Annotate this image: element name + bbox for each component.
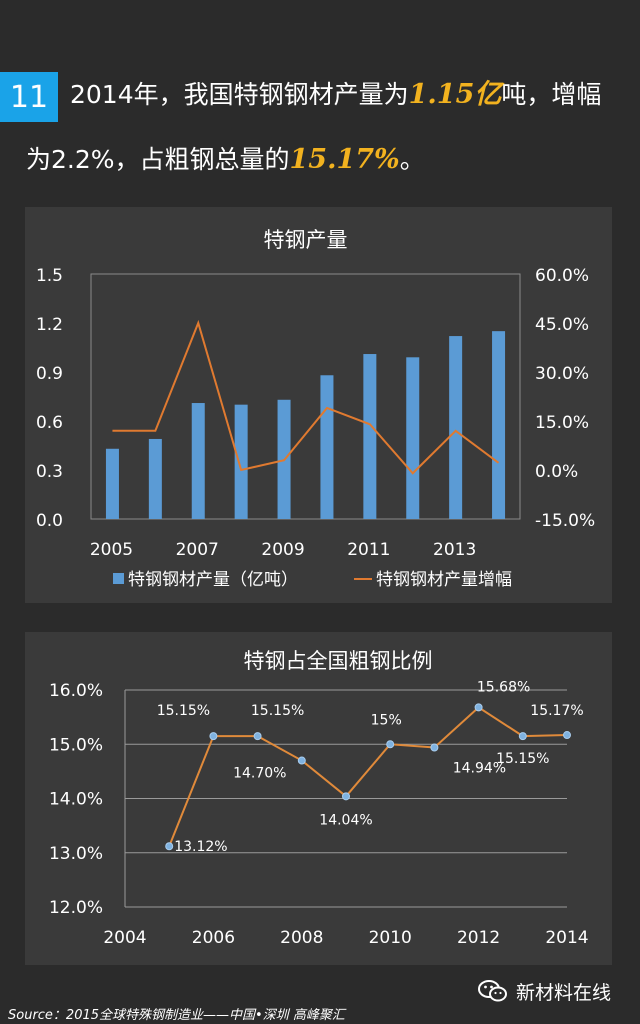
y-right-tick-label: 15.0%	[535, 413, 589, 433]
headline-highlight-share: 15.17%	[289, 144, 400, 175]
plot-area	[90, 273, 521, 520]
y-tick-label: 14.0%	[49, 790, 103, 810]
x-tick-label: 2014	[545, 928, 588, 948]
point-2012	[474, 703, 483, 712]
y-left-tick-label: 0.9	[36, 364, 63, 384]
wechat-icon	[478, 980, 507, 1002]
data-label-2008: 14.70%	[233, 766, 286, 782]
point-2010	[386, 740, 395, 749]
bar-2012	[406, 357, 420, 519]
share-chart: 特钢占全国粗钢比例 12.0% 13.0% 14.0% 15.0% 16.0% 2004 20…	[49, 649, 589, 948]
point-2008	[297, 756, 306, 765]
data-label-2005: 13.12%	[174, 839, 227, 855]
headline-text: 2014年，我国特钢钢材产量为	[70, 80, 409, 109]
y-left-tick-label: 0.3	[36, 462, 63, 482]
x-tick-label: 2008	[280, 928, 323, 948]
point-2014	[563, 731, 571, 740]
source-note: Source：2015全球特殊钢制造业——中国•深圳 高峰聚汇	[8, 1008, 345, 1023]
point-2005	[165, 842, 174, 851]
y-right-tick-label: 0.0%	[535, 462, 578, 482]
x-tick-label: 2010	[369, 928, 412, 948]
y-tick-label: 13.0%	[49, 844, 103, 864]
bar-2011	[363, 354, 377, 519]
data-label-2007: 15.15%	[251, 703, 304, 719]
bar-2007	[191, 403, 205, 519]
data-label-2010: 15%	[371, 712, 402, 728]
x-tick-label: 2009	[261, 540, 304, 560]
data-label-2013: 15.15%	[496, 751, 549, 767]
headline-line-2: 为2.2%，占粗钢总量的15.17%。	[26, 143, 626, 177]
y-left-tick-label: 1.2	[36, 315, 63, 335]
data-label-2006: 15.15%	[157, 703, 210, 719]
y-right-tick-label: 30.0%	[535, 364, 589, 384]
y-left-tick-label: 0.6	[36, 413, 63, 433]
y-tick-label: 16.0%	[49, 681, 103, 701]
data-label-2009: 14.04%	[319, 812, 372, 828]
bar-2008	[234, 404, 248, 519]
data-label-2014: 15.17%	[530, 703, 583, 719]
x-tick-label: 2006	[192, 928, 235, 948]
growth-line	[112, 319, 500, 475]
legend-label-growth: 特钢钢材产量增幅	[376, 570, 512, 590]
bar-2013	[449, 336, 463, 519]
slide-number-badge: 11	[0, 72, 58, 122]
bar-2014	[492, 331, 506, 519]
bar-2006	[148, 438, 162, 519]
headline-highlight-output: 1.15亿	[408, 79, 502, 110]
x-tick-label: 2004	[103, 928, 146, 948]
y-tick-label: 15.0%	[49, 735, 103, 755]
brand-name: 新材料在线	[516, 981, 612, 1004]
y-right-tick-label: 45.0%	[535, 315, 589, 335]
brand: 新材料在线	[478, 976, 611, 1006]
x-tick-label: 2007	[176, 540, 219, 560]
legend-swatch-output	[113, 573, 124, 584]
production-chart-panel: 特钢产量 0.0 0.3 0.6 0.9 1.2 1.5 -15.0% 0.0% 15.0% 30.…	[25, 207, 612, 603]
headline-line-1: 2014年，我国特钢钢材产量为1.15亿吨，增幅	[70, 78, 630, 112]
x-tick-label: 2011	[347, 540, 390, 560]
point-2013	[518, 732, 527, 741]
production-chart: 特钢产量 0.0 0.3 0.6 0.9 1.2 1.5 -15.0% 0.0% 15.0% 30.…	[36, 228, 595, 590]
share-chart-panel: 特钢占全国粗钢比例 12.0% 13.0% 14.0% 15.0% 16.0% 2004 20…	[25, 632, 612, 965]
headline-text: 为2.2%，占粗钢总量的	[26, 145, 290, 174]
bar-2010	[320, 375, 334, 519]
x-tick-label: 2013	[433, 540, 476, 560]
point-2011	[430, 743, 439, 752]
chart-title: 特钢产量	[264, 228, 348, 252]
legend-label-output: 特钢钢材产量（亿吨）	[128, 570, 298, 590]
point-2006	[209, 732, 218, 741]
x-tick-label: 2005	[90, 540, 133, 560]
y-right-tick-label: -15.0%	[535, 511, 595, 531]
y-left-tick-label: 1.5	[36, 266, 63, 286]
x-tick-label: 2012	[457, 928, 500, 948]
data-label-2011: 14.94%	[453, 761, 506, 777]
bar-2005	[105, 448, 119, 519]
point-2007	[253, 732, 262, 741]
point-2009	[342, 792, 350, 801]
y-right-tick-label: 60.0%	[535, 266, 589, 286]
y-tick-label: 12.0%	[49, 898, 103, 918]
chart-title: 特钢占全国粗钢比例	[244, 649, 433, 673]
share-line	[168, 706, 568, 847]
headline-text: 吨，增幅	[501, 80, 602, 109]
data-label-2012: 15.68%	[477, 679, 530, 695]
y-left-tick-label: 0.0	[36, 511, 63, 531]
headline-text: 。	[399, 145, 425, 174]
